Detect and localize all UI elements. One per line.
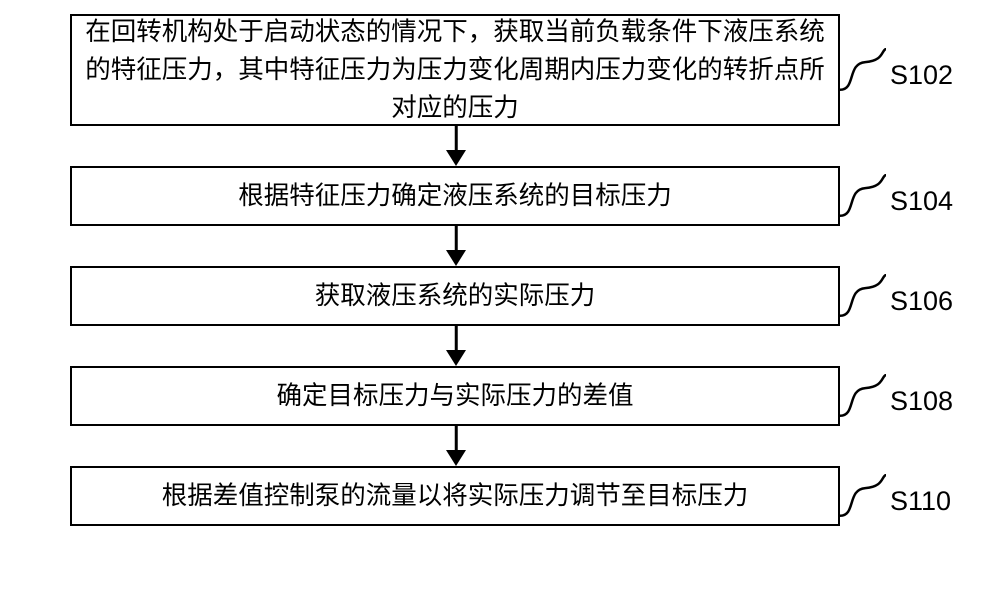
flowchart-arrow-s102-s104 (455, 126, 457, 166)
arrow-stem (455, 226, 458, 252)
flowchart-brace-s102 (840, 48, 886, 92)
flowchart-step-text: 根据差值控制泵的流量以将实际压力调节至目标压力 (162, 477, 749, 515)
flowchart-step-s104: 根据特征压力确定液压系统的目标压力 (70, 166, 840, 226)
flowchart-step-label-s108: S108 (890, 386, 953, 417)
arrow-head-icon (446, 150, 466, 166)
flowchart-canvas: 在回转机构处于启动状态的情况下，获取当前负载条件下液压系统的特征压力，其中特征压… (0, 0, 1000, 604)
arrow-head-icon (446, 450, 466, 466)
flowchart-brace-s108 (840, 374, 886, 418)
flowchart-brace-s110 (840, 474, 886, 518)
flowchart-step-s106: 获取液压系统的实际压力 (70, 266, 840, 326)
flowchart-arrow-s104-s106 (455, 226, 457, 266)
flowchart-step-text: 根据特征压力确定液压系统的目标压力 (238, 177, 672, 215)
flowchart-step-label-s104: S104 (890, 186, 953, 217)
flowchart-step-s102: 在回转机构处于启动状态的情况下，获取当前负载条件下液压系统的特征压力，其中特征压… (70, 14, 840, 126)
flowchart-step-label-s110: S110 (890, 486, 951, 517)
arrow-head-icon (446, 250, 466, 266)
arrow-stem (455, 426, 458, 452)
flowchart-step-s110: 根据差值控制泵的流量以将实际压力调节至目标压力 (70, 466, 840, 526)
flowchart-step-text: 确定目标压力与实际压力的差值 (276, 377, 633, 415)
flowchart-arrow-s106-s108 (455, 326, 457, 366)
flowchart-arrow-s108-s110 (455, 426, 457, 466)
flowchart-brace-s104 (840, 174, 886, 218)
arrow-head-icon (446, 350, 466, 366)
flowchart-step-label-s102: S102 (890, 60, 953, 91)
flowchart-step-text: 获取液压系统的实际压力 (315, 277, 596, 315)
flowchart-brace-s106 (840, 274, 886, 318)
flowchart-step-label-s106: S106 (890, 286, 953, 317)
arrow-stem (455, 126, 458, 152)
arrow-stem (455, 326, 458, 352)
flowchart-step-text: 在回转机构处于启动状态的情况下，获取当前负载条件下液压系统的特征压力，其中特征压… (82, 13, 828, 128)
flowchart-step-s108: 确定目标压力与实际压力的差值 (70, 366, 840, 426)
